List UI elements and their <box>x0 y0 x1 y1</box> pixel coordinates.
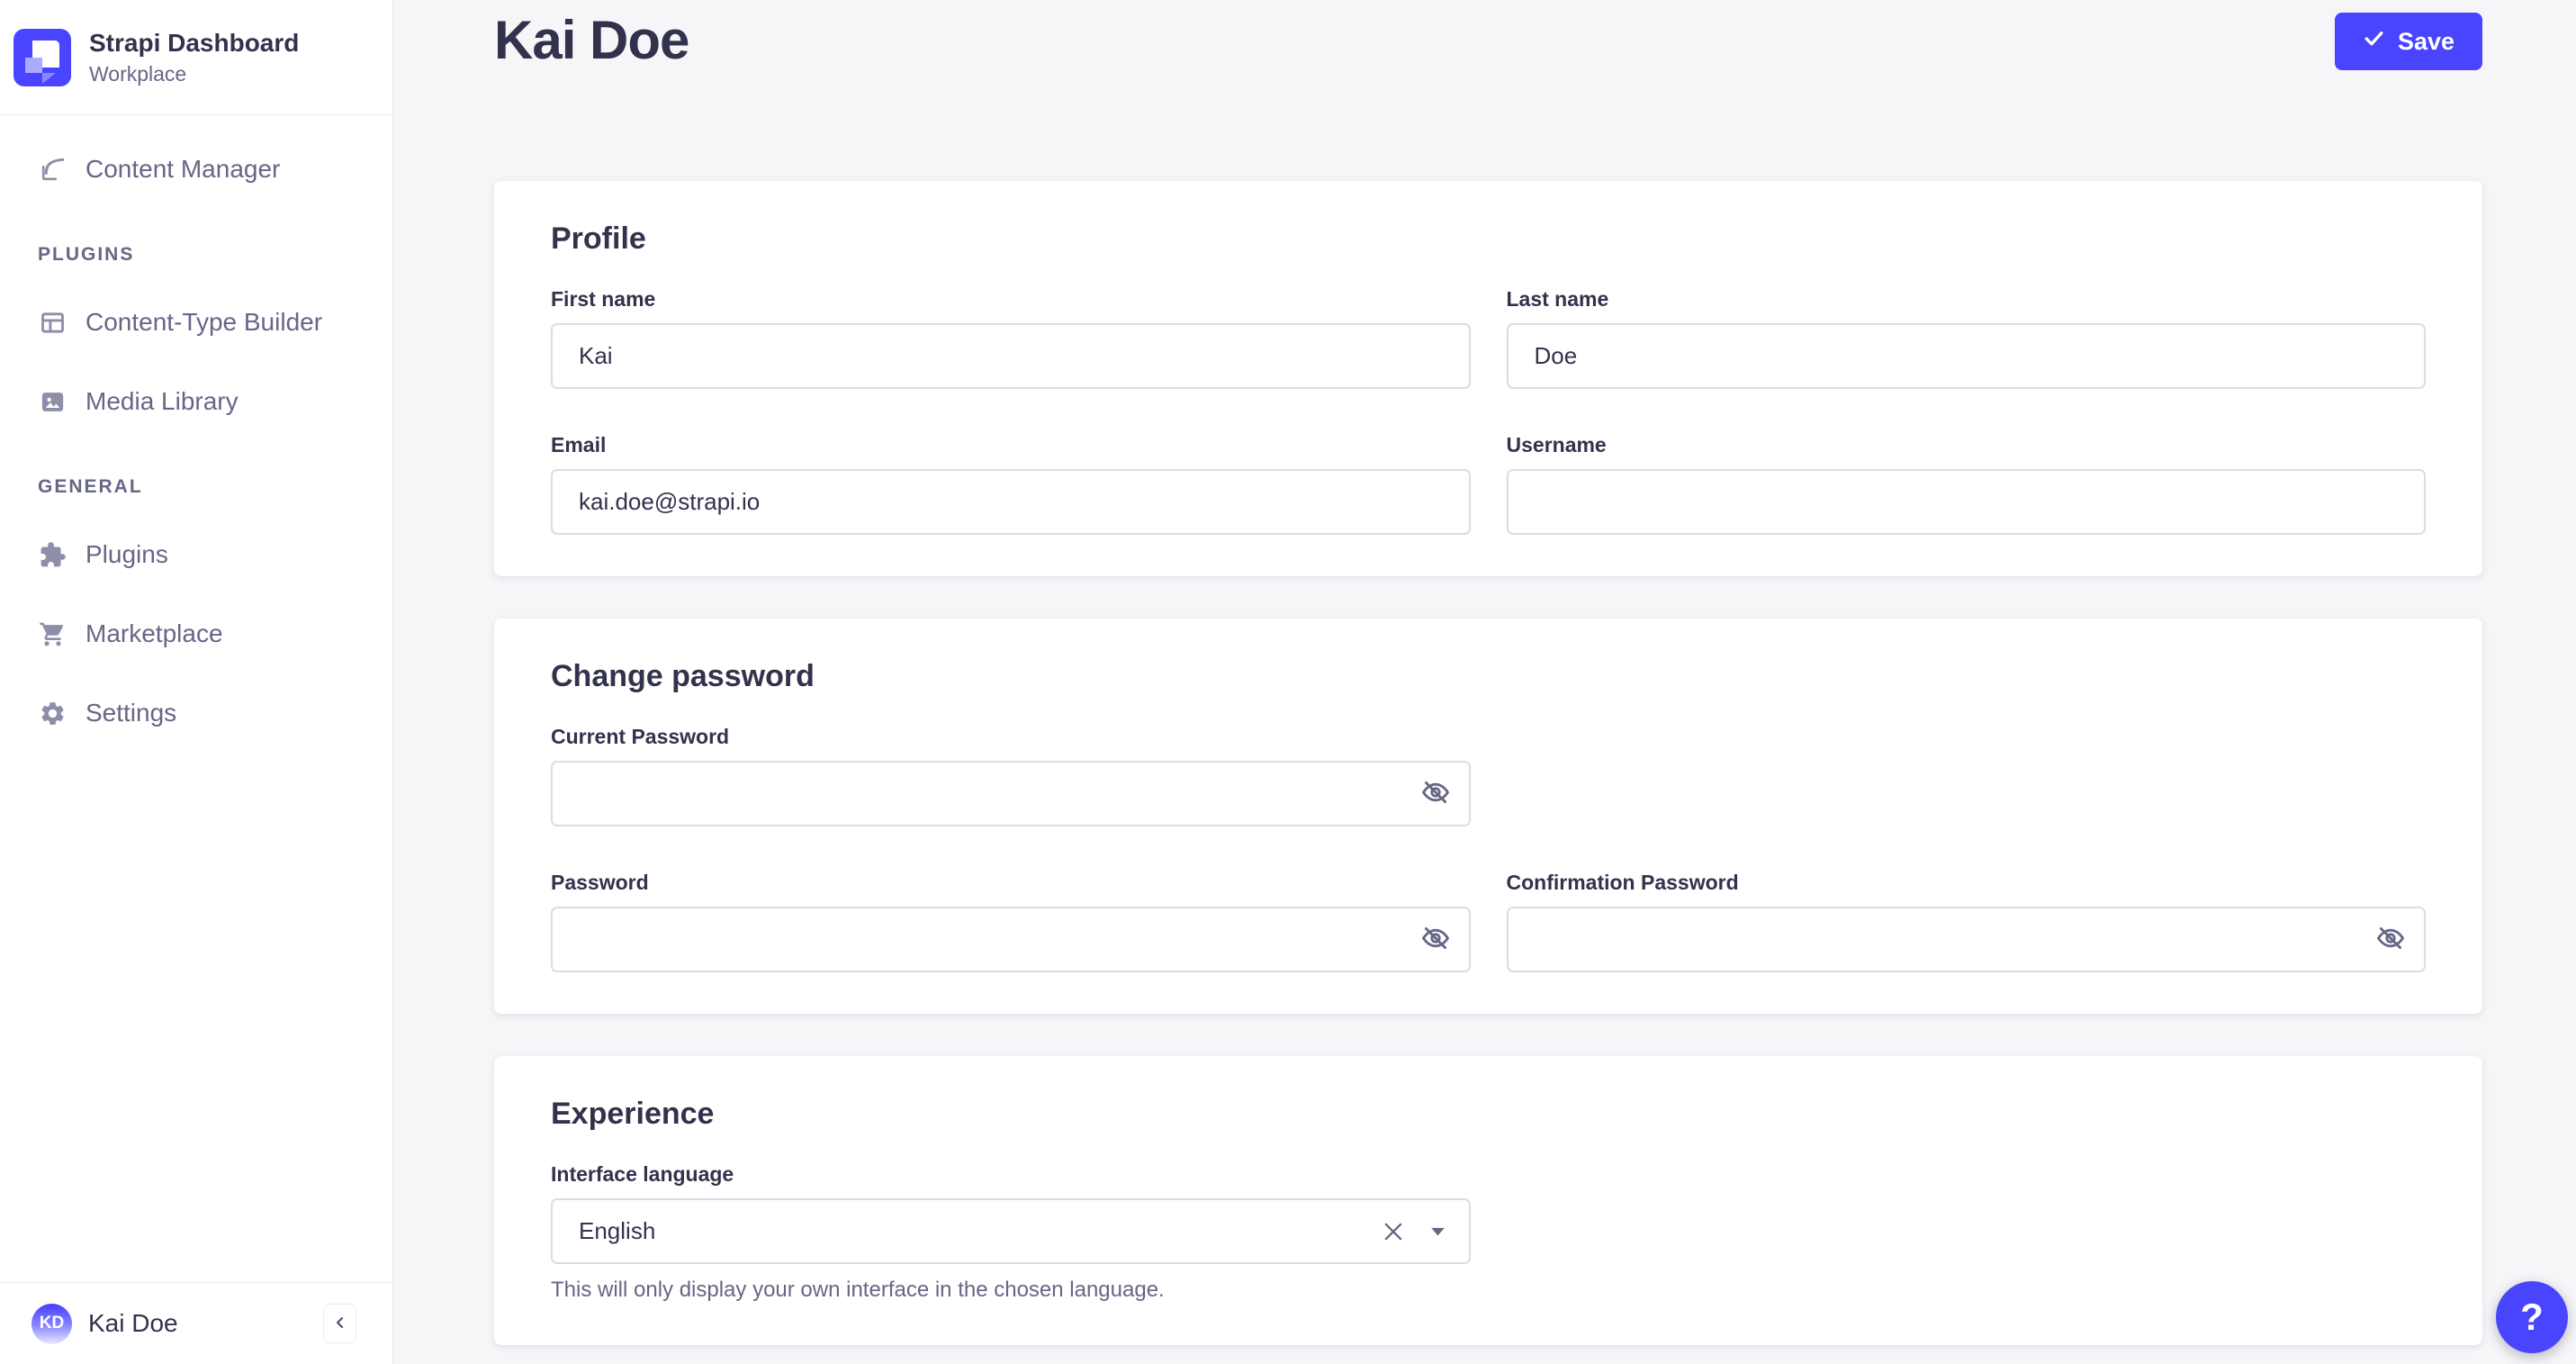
chevron-left-icon <box>331 1314 349 1334</box>
save-button[interactable]: Save <box>2334 13 2482 70</box>
new-password-field: Password <box>551 869 1471 972</box>
first-name-input[interactable] <box>551 323 1471 389</box>
change-password-card-title: Change password <box>551 659 815 693</box>
toggle-current-password-visibility-button[interactable] <box>1417 775 1455 813</box>
sidebar: Strapi Dashboard Workplace Content Manag… <box>0 0 393 1364</box>
username-input[interactable] <box>1506 469 2426 535</box>
page-title: Kai Doe <box>494 10 689 70</box>
experience-card: Experience Interface language English Th… <box>494 1056 2482 1345</box>
page-header: Kai Doe Save <box>494 12 2482 70</box>
last-name-input[interactable] <box>1506 323 2426 389</box>
interface-language-select[interactable]: English <box>551 1198 1471 1264</box>
sidebar-nav: Content Manager PLUGINS Content-Type Bui… <box>0 115 392 753</box>
new-password-label: Password <box>551 871 649 894</box>
check-icon <box>2363 27 2385 56</box>
sidebar-item-label: Media Library <box>86 387 239 415</box>
main-content: Kai Doe Save Profile First name Last nam… <box>393 0 2576 1364</box>
sidebar-section-general: GENERAL <box>38 476 143 497</box>
last-name-label: Last name <box>1506 287 1609 311</box>
change-password-card: Change password Current Password <box>494 619 2482 1014</box>
eye-off-icon <box>1420 923 1451 956</box>
layout-icon <box>38 308 67 337</box>
interface-language-field: Interface language English This will onl… <box>551 1161 1471 1304</box>
avatar[interactable]: KD <box>32 1303 72 1344</box>
interface-language-label: Interface language <box>551 1162 734 1186</box>
interface-language-helper: This will only display your own interfac… <box>551 1278 1165 1302</box>
interface-language-value: English <box>579 1217 656 1244</box>
user-name: Kai Doe <box>88 1309 178 1337</box>
sidebar-collapse-button[interactable] <box>323 1304 356 1343</box>
eye-off-icon <box>1420 777 1451 810</box>
image-icon <box>38 387 67 416</box>
current-password-input[interactable] <box>551 761 1471 827</box>
first-name-label: First name <box>551 287 656 311</box>
chevron-down-icon[interactable] <box>1430 1225 1446 1237</box>
feather-icon <box>38 155 67 184</box>
clear-icon[interactable] <box>1380 1217 1408 1245</box>
sidebar-item-label: Plugins <box>86 540 168 568</box>
sidebar-item-marketplace[interactable]: Marketplace <box>0 594 392 673</box>
gear-icon <box>38 699 67 727</box>
confirm-password-field: Confirmation Password <box>1506 869 2426 972</box>
confirm-password-input[interactable] <box>1506 907 2426 972</box>
sidebar-item-label: Marketplace <box>86 619 223 647</box>
sidebar-section-plugins: PLUGINS <box>38 244 135 265</box>
sidebar-item-media-library[interactable]: Media Library <box>0 362 392 441</box>
sidebar-item-label: Settings <box>86 699 177 727</box>
confirm-password-label: Confirmation Password <box>1506 871 1739 894</box>
save-button-label: Save <box>2397 27 2454 55</box>
toggle-new-password-visibility-button[interactable] <box>1417 921 1455 959</box>
strapi-logo-icon <box>14 28 71 86</box>
eye-off-icon <box>2375 923 2406 956</box>
cart-icon <box>38 619 67 648</box>
sidebar-item-label: Content Manager <box>86 155 281 183</box>
current-password-field: Current Password <box>551 723 1471 827</box>
current-password-label: Current Password <box>551 725 730 748</box>
first-name-field: First name <box>551 285 1471 389</box>
puzzle-icon <box>38 540 67 569</box>
app-brand[interactable]: Strapi Dashboard Workplace <box>0 0 392 115</box>
email-field: Email <box>551 431 1471 535</box>
sidebar-item-content-manager[interactable]: Content Manager <box>0 130 392 209</box>
sidebar-item-plugins[interactable]: Plugins <box>0 515 392 594</box>
toggle-confirm-password-visibility-button[interactable] <box>2372 921 2409 959</box>
sidebar-item-settings[interactable]: Settings <box>0 673 392 753</box>
new-password-input[interactable] <box>551 907 1471 972</box>
last-name-field: Last name <box>1506 285 2426 389</box>
experience-card-title: Experience <box>551 1097 715 1131</box>
app-subtitle: Workplace <box>89 61 187 86</box>
username-field: Username <box>1506 431 2426 535</box>
sidebar-user-row: KD Kai Doe <box>0 1282 392 1364</box>
app-title: Strapi Dashboard <box>89 28 300 57</box>
sidebar-item-label: Content-Type Builder <box>86 308 323 336</box>
email-label: Email <box>551 433 607 456</box>
help-button[interactable]: ? <box>2496 1281 2568 1353</box>
profile-card-title: Profile <box>551 221 646 256</box>
profile-card: Profile First name Last name Email Usern… <box>494 181 2482 576</box>
username-label: Username <box>1506 433 1607 456</box>
sidebar-item-content-type-builder[interactable]: Content-Type Builder <box>0 283 392 362</box>
email-input[interactable] <box>551 469 1471 535</box>
